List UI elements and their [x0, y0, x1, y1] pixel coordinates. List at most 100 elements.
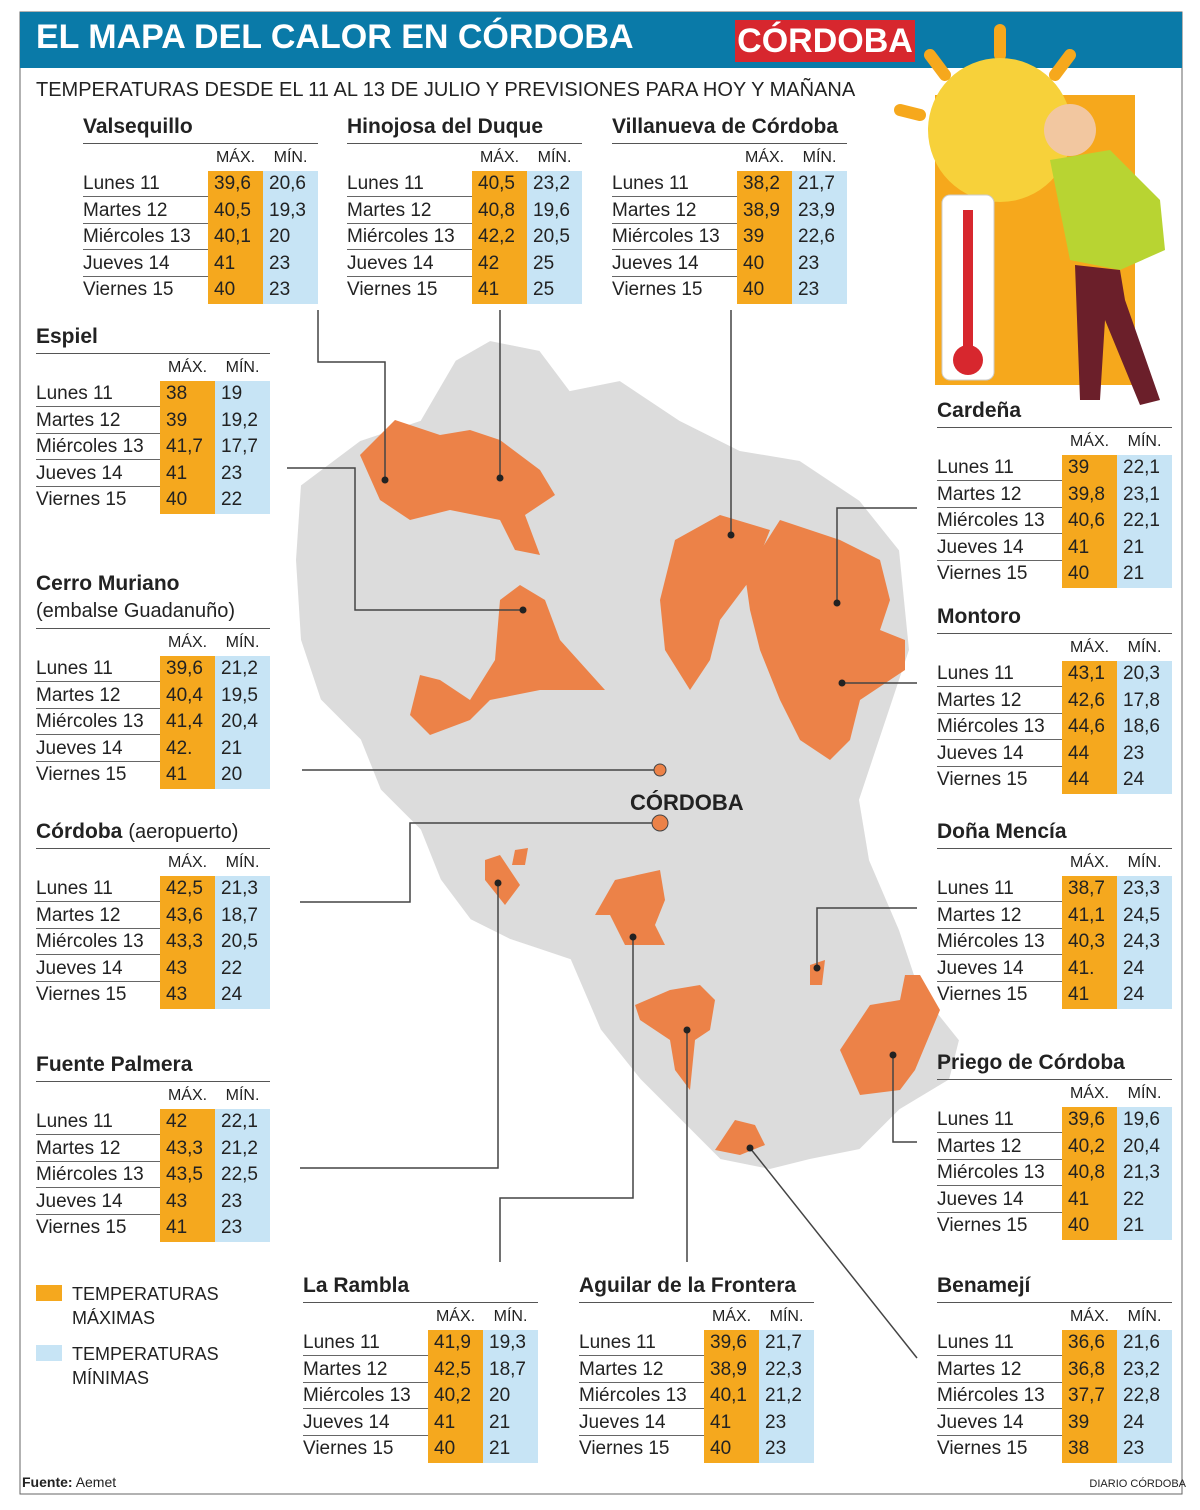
table-rule [937, 1302, 1172, 1303]
day-label: Lunes 11 [36, 876, 160, 902]
max-temp: 38 [160, 381, 215, 408]
col-header-min: MÍN. [225, 634, 260, 651]
min-temp: 22 [1117, 1186, 1172, 1214]
min-temp: 19 [215, 381, 270, 408]
min-temp: 25 [527, 277, 582, 304]
min-temp: 22 [215, 487, 270, 514]
day-label: Jueves 14 [937, 535, 1062, 561]
max-temp: 40,4 [160, 682, 215, 710]
station-note: (embalse Guadanuño) [36, 600, 236, 622]
day-label: Viernes 15 [303, 1438, 394, 1459]
min-temp: 23 [215, 460, 270, 488]
min-temp: 17,7 [215, 434, 270, 461]
city-label: CÓRDOBA [630, 790, 744, 815]
min-temp: 19,2 [215, 407, 270, 435]
max-temp: 41 [160, 460, 215, 488]
min-temp: 23 [792, 277, 847, 304]
min-temp: 22 [215, 955, 270, 983]
min-temp: 20 [263, 224, 318, 251]
min-temp: 19,6 [1117, 1107, 1172, 1134]
subtitle: TEMPERATURAS DESDE EL 11 AL 13 DE JULIO … [36, 79, 856, 101]
day-label: Martes 12 [36, 683, 160, 709]
min-temp: 23 [1117, 1436, 1172, 1463]
station-name: La Rambla [303, 1274, 410, 1297]
station-name: Córdoba (aeropuerto) [36, 820, 239, 843]
day-label: Lunes 11 [579, 1330, 704, 1356]
min-temp: 24 [1117, 982, 1172, 1009]
max-temp: 40,3 [1062, 929, 1117, 956]
day-label: Miércoles 13 [937, 929, 1062, 955]
max-temp: 41,9 [428, 1330, 483, 1357]
min-temp: 22,6 [792, 224, 847, 251]
min-temp: 21 [483, 1436, 538, 1463]
max-temp: 39 [737, 224, 792, 251]
col-header-max: MÁX. [711, 1308, 752, 1325]
min-temp: 21 [1117, 1213, 1172, 1240]
col-header-max: MÁX. [1069, 854, 1110, 871]
day-label: Miércoles 13 [303, 1383, 428, 1409]
min-temp: 23,1 [1117, 481, 1172, 509]
day-label: Viernes 15 [36, 984, 127, 1005]
day-label: Viernes 15 [612, 279, 703, 300]
min-temp: 23,2 [527, 171, 582, 198]
max-temp: 41 [1062, 1186, 1117, 1214]
station-name: Cerro Muriano [36, 572, 180, 595]
max-temp: 39,8 [1062, 481, 1117, 509]
max-temp: 38 [1062, 1436, 1117, 1463]
station-name: Benamejí [937, 1274, 1031, 1297]
min-temp: 21,3 [1117, 1160, 1172, 1187]
col-header-max: MÁX. [167, 634, 208, 651]
min-temp: 20,5 [215, 929, 270, 956]
max-temp: 39 [1062, 1409, 1117, 1437]
max-temp: 42,2 [472, 224, 527, 251]
day-label: Miércoles 13 [83, 224, 208, 250]
min-temp: 22,1 [215, 1109, 270, 1136]
day-label: Miércoles 13 [937, 1160, 1062, 1186]
min-temp: 24,5 [1117, 902, 1172, 930]
day-label: Jueves 14 [36, 1189, 160, 1215]
day-label: Martes 12 [36, 903, 160, 929]
legend-min: TEMPERATURAS MÍNIMAS [72, 1344, 219, 1388]
day-label: Viernes 15 [937, 1438, 1028, 1459]
min-temp: 20 [215, 762, 270, 789]
min-temp: 24 [1117, 1409, 1172, 1437]
max-temp: 40,8 [472, 197, 527, 225]
max-temp: 42,5 [428, 1356, 483, 1384]
min-temp: 23 [215, 1215, 270, 1242]
day-label: Miércoles 13 [36, 434, 160, 460]
col-header-max: MÁX. [1069, 433, 1110, 450]
day-label: Viernes 15 [36, 489, 127, 510]
day-label: Lunes 11 [937, 455, 1062, 481]
col-header-min: MÍN. [802, 149, 837, 166]
day-label: Martes 12 [937, 688, 1062, 714]
table-rule [937, 633, 1172, 634]
min-temp: 23 [759, 1436, 814, 1463]
min-temp: 21 [1117, 534, 1172, 562]
source-text: Aemet [75, 1474, 117, 1490]
station-name: Cardeña [937, 399, 1022, 422]
legend-swatch-max [36, 1285, 62, 1301]
day-label: Viernes 15 [937, 1215, 1028, 1236]
max-temp: 41 [428, 1409, 483, 1437]
col-header-min: MÍN. [225, 854, 260, 871]
table-rule [36, 353, 270, 354]
day-label: Miércoles 13 [937, 714, 1062, 740]
min-temp: 20,6 [263, 171, 318, 198]
max-temp: 40,1 [704, 1383, 759, 1410]
day-label: Martes 12 [937, 1357, 1062, 1383]
max-temp: 43,3 [160, 1135, 215, 1163]
min-temp: 19,6 [527, 197, 582, 225]
station-name: Aguilar de la Frontera [579, 1274, 797, 1297]
min-temp: 23,9 [792, 197, 847, 225]
day-label: Lunes 11 [937, 1330, 1062, 1356]
min-temp: 22,1 [1117, 508, 1172, 535]
day-label: Viernes 15 [83, 279, 174, 300]
col-header-max: MÁX. [1069, 1085, 1110, 1102]
day-label: Miércoles 13 [937, 1383, 1062, 1409]
max-temp: 40,5 [208, 197, 263, 225]
max-temp: 43,3 [160, 929, 215, 956]
day-label: Lunes 11 [36, 1109, 160, 1135]
day-label: Viernes 15 [36, 764, 127, 785]
source-label: Fuente: [22, 1474, 73, 1490]
col-header-min: MÍN. [493, 1308, 528, 1325]
